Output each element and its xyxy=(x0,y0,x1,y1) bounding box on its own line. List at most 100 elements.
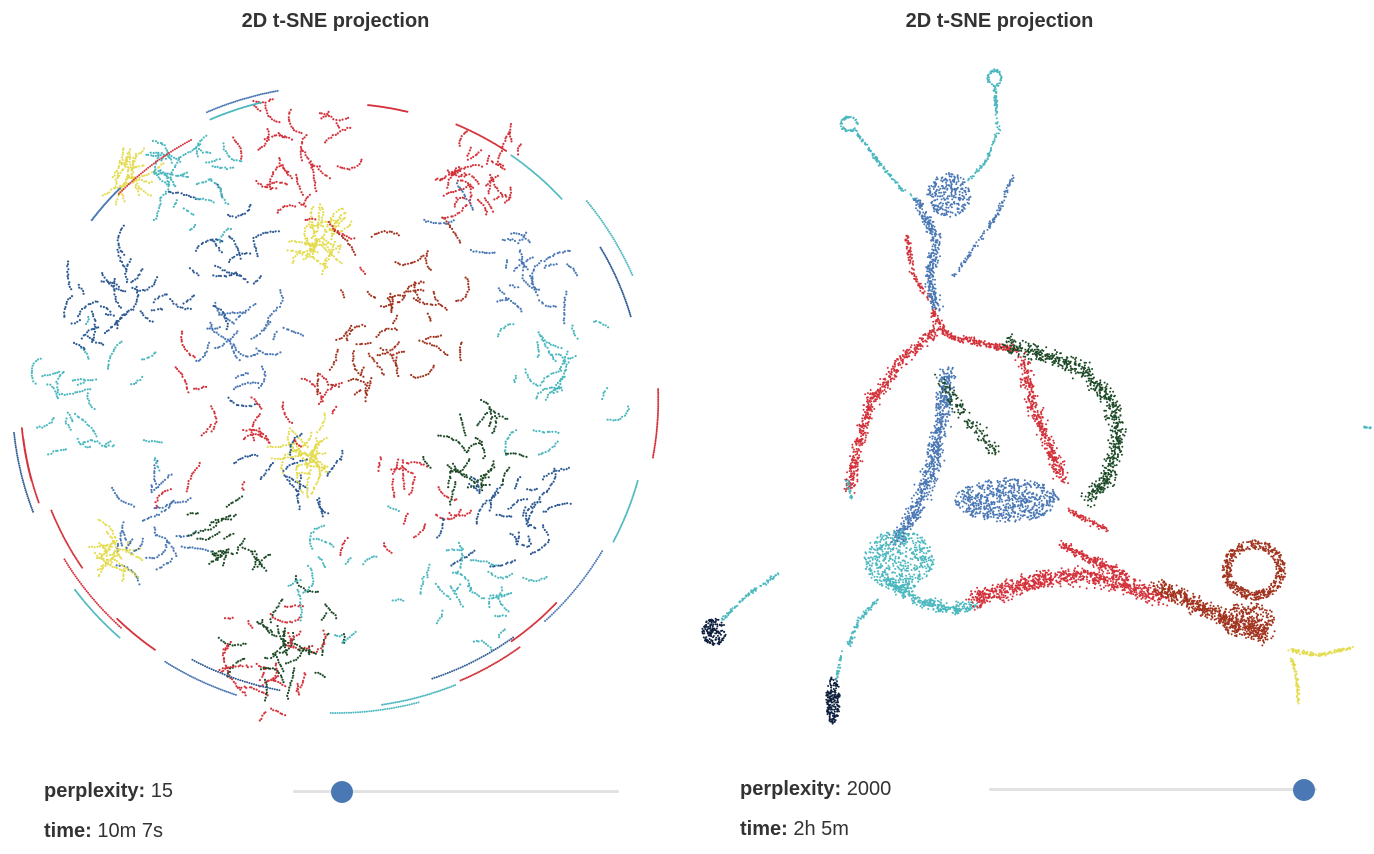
data-point xyxy=(174,366,177,369)
data-point xyxy=(132,164,135,167)
data-point xyxy=(314,224,317,227)
data-point xyxy=(88,399,91,402)
data-point xyxy=(97,518,100,521)
data-point xyxy=(360,342,363,345)
data-point xyxy=(260,384,263,387)
data-point xyxy=(330,611,333,614)
data-point xyxy=(391,302,394,306)
data-point xyxy=(67,273,70,276)
data-point xyxy=(290,138,294,141)
data-point xyxy=(222,145,225,148)
data-point xyxy=(259,685,262,688)
data-point xyxy=(52,450,55,453)
data-point xyxy=(419,280,422,283)
data-point xyxy=(245,664,248,667)
data-point xyxy=(98,545,101,548)
data-point xyxy=(482,560,485,563)
data-point xyxy=(136,182,139,185)
data-point xyxy=(281,678,284,681)
data-point xyxy=(329,220,332,223)
data-point xyxy=(327,607,330,610)
data-point xyxy=(298,483,301,486)
data-point xyxy=(440,178,443,181)
data-point xyxy=(86,355,89,358)
data-point xyxy=(504,417,507,420)
data-point xyxy=(484,502,487,505)
data-point xyxy=(132,167,135,170)
data-point xyxy=(163,144,166,147)
data-point xyxy=(119,228,122,231)
data-point xyxy=(199,140,202,143)
data-point xyxy=(301,445,304,448)
data-point xyxy=(116,496,119,499)
data-point xyxy=(239,659,242,662)
data-point xyxy=(277,132,280,135)
data-point xyxy=(231,256,234,259)
data-point xyxy=(201,151,204,154)
data-point xyxy=(315,452,318,455)
data-point xyxy=(434,582,437,586)
data-point xyxy=(291,249,294,252)
data-point xyxy=(212,521,215,524)
data-point xyxy=(90,328,93,331)
data-point xyxy=(290,621,294,624)
data-point xyxy=(141,268,144,271)
data-point xyxy=(492,463,495,466)
data-point xyxy=(195,678,198,681)
data-point xyxy=(543,475,546,478)
data-point xyxy=(526,373,529,376)
data-point xyxy=(512,231,516,235)
data-point xyxy=(376,365,379,368)
data-point xyxy=(190,675,193,678)
data-point xyxy=(234,677,237,680)
data-point xyxy=(496,174,499,177)
data-point xyxy=(245,429,248,432)
data-point xyxy=(604,324,607,327)
data-point xyxy=(311,252,314,255)
data-point xyxy=(232,401,235,404)
data-point xyxy=(78,286,81,289)
data-point xyxy=(136,379,139,382)
data-point xyxy=(425,259,428,262)
data-point xyxy=(293,667,296,670)
data-point xyxy=(227,551,230,554)
data-point xyxy=(312,458,315,461)
data-point xyxy=(174,185,177,188)
data-point xyxy=(539,500,542,504)
data-point xyxy=(547,393,550,396)
data-point xyxy=(441,492,444,495)
data-point xyxy=(399,294,402,297)
data-point xyxy=(217,550,220,553)
data-point xyxy=(488,203,491,206)
data-point xyxy=(65,302,68,305)
data-point xyxy=(226,644,229,648)
data-point xyxy=(308,220,312,223)
data-point xyxy=(552,344,555,347)
data-point xyxy=(453,173,456,176)
data-point xyxy=(532,382,535,385)
data-point xyxy=(256,255,259,258)
data-point xyxy=(265,139,268,143)
data-point xyxy=(294,646,297,649)
data-point xyxy=(230,400,233,403)
data-point xyxy=(171,300,174,303)
data-point xyxy=(543,387,546,390)
data-point xyxy=(153,281,156,284)
data-point xyxy=(332,248,335,251)
data-point xyxy=(344,332,347,335)
data-point xyxy=(386,351,389,354)
data-point xyxy=(364,387,367,390)
data-point xyxy=(246,281,249,284)
data-point xyxy=(150,491,153,494)
data-point xyxy=(319,373,322,376)
data-point xyxy=(439,179,442,182)
data-point xyxy=(498,513,501,517)
data-point xyxy=(195,150,198,153)
data-point xyxy=(137,190,140,193)
data-point xyxy=(222,657,226,660)
data-point xyxy=(326,223,329,227)
data-point xyxy=(317,378,320,381)
data-point xyxy=(119,537,122,540)
data-point xyxy=(296,656,299,659)
data-point xyxy=(296,579,299,582)
